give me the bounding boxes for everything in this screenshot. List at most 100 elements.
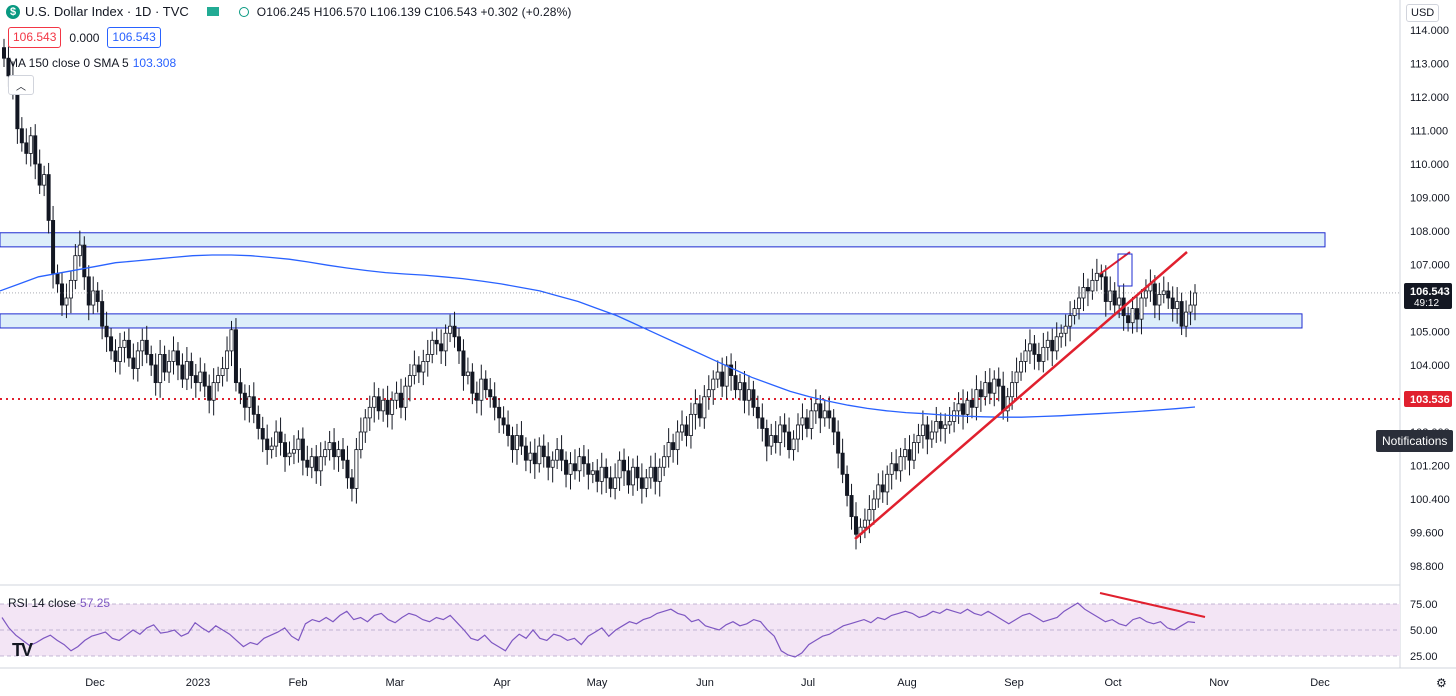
candle-body xyxy=(702,396,707,419)
candle-body xyxy=(965,399,970,415)
candle-body xyxy=(381,399,386,412)
candle-body xyxy=(720,371,725,387)
ma-legend[interactable]: MA 150 close 0 SMA 5 103.308 xyxy=(8,56,176,70)
last-price-tag xyxy=(1404,282,1452,309)
candle-body xyxy=(693,403,698,415)
collapse-legend-button[interactable]: ︿ xyxy=(8,75,34,95)
notifications-button[interactable]: Notifications xyxy=(1376,430,1454,452)
candle-body xyxy=(296,438,301,451)
candle-body xyxy=(425,354,430,362)
candle-body xyxy=(483,378,488,391)
candle-body xyxy=(283,442,288,458)
candle-body xyxy=(541,445,546,458)
candle-body xyxy=(1094,272,1099,281)
candle-body xyxy=(474,392,479,401)
candle-body xyxy=(898,456,903,472)
candle-body xyxy=(193,375,198,384)
candle-body xyxy=(1188,304,1193,313)
candle-body xyxy=(220,368,225,376)
candle-body xyxy=(403,385,408,408)
candle-body xyxy=(318,456,323,472)
candle-body xyxy=(189,361,194,376)
candle-body xyxy=(327,442,332,451)
candle-body xyxy=(688,413,693,436)
candle-body xyxy=(238,382,243,394)
candle-body xyxy=(671,442,676,451)
candle-body xyxy=(1001,385,1006,412)
candle-body xyxy=(1179,301,1184,327)
candle-body xyxy=(773,435,778,443)
candle-body xyxy=(407,375,412,387)
candle-body xyxy=(880,484,885,493)
candle-body xyxy=(969,399,974,408)
candle-body xyxy=(706,389,711,398)
price-tick-label: 108.000 xyxy=(1410,226,1450,238)
candle-body xyxy=(746,389,751,401)
candle-body xyxy=(51,220,56,274)
candle-body xyxy=(64,297,69,306)
candle-body xyxy=(680,424,685,433)
candle-body xyxy=(314,456,319,472)
candle-body xyxy=(519,435,524,447)
candle-body xyxy=(764,428,769,447)
candle-body xyxy=(1005,396,1010,412)
candle-body xyxy=(804,417,809,429)
candle-body xyxy=(885,473,890,493)
time-tick-label: Sep xyxy=(1004,677,1024,689)
candle-body xyxy=(113,350,118,362)
candle-body xyxy=(845,473,850,496)
candle-body xyxy=(233,329,238,384)
symbol-legend[interactable]: $ U.S. Dollar Index · 1D · TVC O106.245 … xyxy=(6,4,571,19)
candle-body xyxy=(82,244,87,278)
candle-body xyxy=(813,403,818,412)
candle-body xyxy=(943,424,948,429)
candle-body xyxy=(818,403,823,419)
candle-body xyxy=(158,354,163,384)
candle-body xyxy=(131,357,136,369)
candle-body xyxy=(225,350,230,369)
candle-body xyxy=(421,361,426,373)
candle-body xyxy=(755,406,760,419)
currency-selector[interactable]: USD xyxy=(1406,4,1440,22)
candle-body xyxy=(836,431,841,454)
top-highlight-box xyxy=(1117,253,1133,287)
gear-icon[interactable]: ⚙ xyxy=(1436,676,1447,690)
candle-body xyxy=(925,424,930,440)
candle-body xyxy=(1166,290,1171,299)
candle-body xyxy=(46,174,51,221)
candle-body xyxy=(849,495,854,518)
candle-body xyxy=(2,47,7,59)
candle-body xyxy=(291,449,296,454)
ma-value: 103.308 xyxy=(132,56,177,70)
flag-icon[interactable] xyxy=(206,7,219,16)
price-tick-label: 110.000 xyxy=(1410,159,1449,171)
buy-button[interactable]: 106.543 xyxy=(107,27,161,48)
time-tick-label: Nov xyxy=(1209,677,1229,689)
candle-body xyxy=(95,290,100,302)
rsi-value: 57.25 xyxy=(80,596,111,610)
candle-body xyxy=(782,424,787,433)
candle-body xyxy=(648,466,653,479)
candle-body xyxy=(1054,336,1059,352)
price-tick-label: 100.400 xyxy=(1410,494,1450,506)
candle-body xyxy=(229,329,234,352)
candle-body xyxy=(1041,346,1046,362)
candle-body xyxy=(729,364,734,376)
candle-body xyxy=(550,459,555,468)
candle-body xyxy=(470,371,475,394)
price-tick-label: 99.600 xyxy=(1410,528,1444,540)
candle-body xyxy=(622,459,627,472)
rsi-legend[interactable]: RSI 14 close 57.25 xyxy=(8,596,110,610)
tradingview-logo-icon[interactable]: TV xyxy=(12,640,33,660)
sell-button[interactable]: 106.543 xyxy=(8,27,62,48)
candle-body xyxy=(769,435,774,447)
candle-body xyxy=(1161,290,1166,295)
price-tick-label: 101.200 xyxy=(1410,461,1450,473)
candle-body xyxy=(358,431,363,451)
candle-body xyxy=(996,378,1001,387)
candle-body xyxy=(827,410,832,419)
candle-body xyxy=(372,396,377,408)
symbol-title[interactable]: U.S. Dollar Index · 1D · TVC xyxy=(25,4,189,19)
candle-body xyxy=(514,435,519,451)
